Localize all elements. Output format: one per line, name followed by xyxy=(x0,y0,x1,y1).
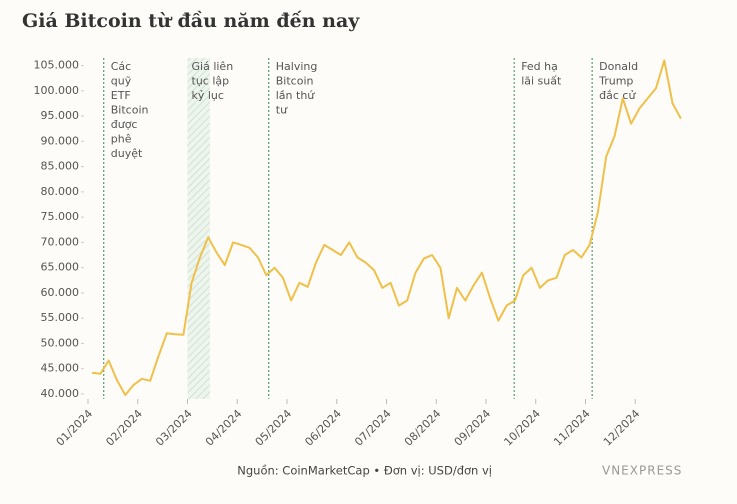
annotation-text: Bitcoin xyxy=(111,104,149,117)
x-tick-label: 12/2024 xyxy=(601,407,643,449)
x-tick-label: 06/2024 xyxy=(302,407,344,449)
y-tick-label: 80.000 xyxy=(41,185,80,198)
y-tick-label: 60.000 xyxy=(41,286,80,299)
y-tick-label: 75.000 xyxy=(41,210,80,223)
annotation-text: được xyxy=(111,118,138,131)
price-line xyxy=(91,59,682,396)
annotation-text: ETF xyxy=(111,89,131,102)
y-tick-label: 90.000 xyxy=(41,134,80,147)
x-tick-label: 11/2024 xyxy=(551,407,593,449)
highlight-band xyxy=(187,58,210,399)
annotation-text: kỷ lục xyxy=(192,89,224,102)
annotation-text: tục lập xyxy=(192,75,230,88)
annotation-text: phê xyxy=(111,133,132,146)
annotation-text: Trump xyxy=(598,75,633,88)
annotation-text: quỹ xyxy=(111,75,132,88)
x-tick-label: 05/2024 xyxy=(253,407,295,449)
y-tick-label: 70.000 xyxy=(41,235,80,248)
chart-title: Giá Bitcoin từ đầu năm đến nay xyxy=(22,10,360,32)
y-tick-label: 45.000 xyxy=(41,362,80,375)
y-tick-label: 65.000 xyxy=(41,261,80,274)
x-tick-label: 01/2024 xyxy=(54,407,96,449)
annotation-text: Các xyxy=(111,60,131,73)
y-tick-label: 95.000 xyxy=(41,109,80,122)
annotation-text: lần thứ xyxy=(276,89,316,102)
x-tick-label: 03/2024 xyxy=(153,407,195,449)
logo: VNEXPRESS xyxy=(602,464,682,478)
x-tick-label: 02/2024 xyxy=(103,407,145,449)
annotation-text: Donald xyxy=(599,60,638,73)
x-tick-label: 04/2024 xyxy=(203,407,245,449)
annotation-text: Halving xyxy=(276,60,318,73)
annotation-text: lãi suất xyxy=(521,75,562,88)
annotation-text: duyệt xyxy=(111,147,143,160)
x-tick-label: 08/2024 xyxy=(402,407,444,449)
y-tick-label: 100.000 xyxy=(34,84,80,97)
x-tick-label: 07/2024 xyxy=(352,407,394,449)
annotation-text: đắc cử xyxy=(599,89,636,102)
y-tick-label: 55.000 xyxy=(41,311,80,324)
annotation-text: Fed hạ xyxy=(521,60,558,73)
y-tick-label: 50.000 xyxy=(41,336,80,349)
annotation-text: tư xyxy=(276,104,288,117)
x-tick-label: 09/2024 xyxy=(452,407,494,449)
source: Nguồn: CoinMarketCap • Đơn vị: USD/đơn v… xyxy=(237,464,492,478)
annotation-text: Giá liên xyxy=(192,60,234,73)
y-tick-label: 85.000 xyxy=(41,160,80,173)
annotation-text: Bitcoin xyxy=(276,75,314,88)
x-tick-label: 10/2024 xyxy=(501,407,543,449)
y-tick-label: 40.000 xyxy=(41,387,80,400)
y-tick-label: 105.000 xyxy=(34,59,80,72)
